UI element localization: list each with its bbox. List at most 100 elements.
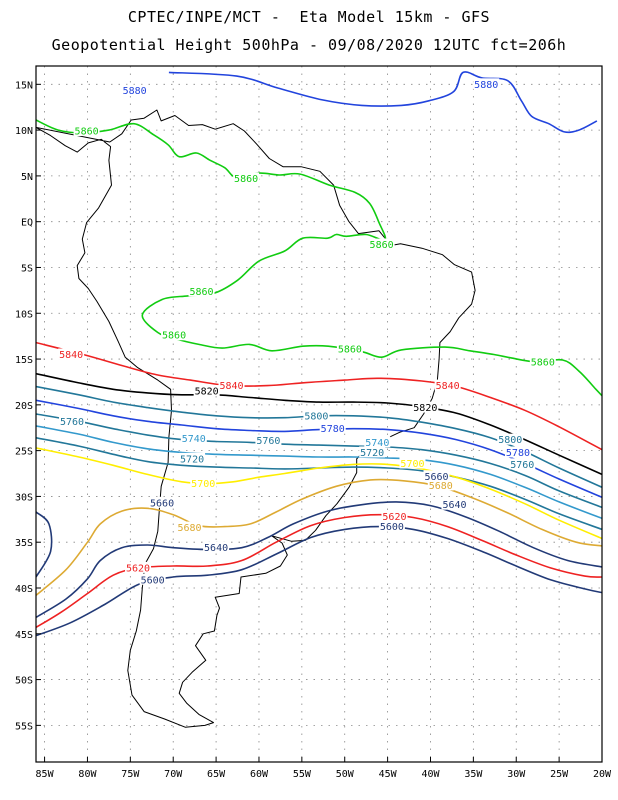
lat-label: 40S: [15, 584, 33, 595]
contour-label-5780: 5780: [321, 424, 345, 435]
lon-label: 70W: [164, 769, 183, 780]
contour-label-bg: [427, 479, 454, 491]
contour-label-bg: [218, 379, 245, 391]
contour-label-5620: 5620: [382, 512, 406, 523]
lon-label: 30W: [507, 769, 526, 780]
contour-label-bg: [73, 125, 100, 137]
lat-label: 5N: [21, 172, 33, 183]
lat-label: 20S: [15, 401, 33, 412]
contour-5660: [36, 511, 53, 578]
contour-5840: [36, 341, 602, 451]
contour-label-5640: 5640: [442, 500, 466, 511]
contour-label-5740: 5740: [182, 434, 206, 445]
contour-label-5700: 5700: [400, 459, 424, 470]
contour-label-bg: [125, 561, 152, 573]
lon-label: 45W: [379, 769, 398, 780]
contour-label-5860: 5860: [162, 331, 186, 342]
contour-label-5720: 5720: [360, 448, 384, 459]
contour-label-bg: [336, 342, 363, 354]
contour-label-5640: 5640: [204, 543, 228, 554]
contour-label-bg: [412, 401, 439, 413]
lon-label: 20W: [593, 769, 612, 780]
contour-label-5820: 5820: [195, 387, 219, 398]
contour-label-bg: [364, 436, 391, 448]
contour-label-bg: [473, 78, 500, 90]
contour-label-5860: 5860: [370, 240, 394, 251]
contour-label-5620: 5620: [126, 563, 150, 574]
contour-label-bg: [180, 432, 207, 444]
contour-label-bg: [399, 457, 426, 469]
contour-label-5820: 5820: [413, 403, 437, 414]
contour-5640: [36, 501, 602, 618]
lon-label: 80W: [78, 769, 97, 780]
lat-label: 15N: [15, 80, 33, 91]
contour-label-bg: [58, 348, 85, 360]
title-line-1: CPTEC/INPE/MCT - Eta Model 15km - GFS: [127, 8, 491, 26]
contour-label-5740: 5740: [365, 438, 389, 449]
contour-label-bg: [441, 498, 468, 510]
contour-label-bg: [434, 379, 461, 391]
contour-label-5760: 5760: [60, 417, 84, 428]
contour-label-bg: [368, 238, 395, 250]
contour-5820: [36, 372, 602, 476]
contour-label-5780: 5780: [506, 448, 530, 459]
contour-label-5760: 5760: [256, 436, 280, 447]
lat-label: 55S: [15, 721, 33, 732]
contour-label-5600: 5600: [380, 522, 404, 533]
contour-label-5680: 5680: [429, 481, 453, 492]
contour-label-bg: [190, 477, 217, 489]
contour-label-bg: [193, 385, 220, 397]
contour-label-bg: [423, 470, 450, 482]
lat-label: 15S: [15, 355, 33, 366]
lon-label: 75W: [121, 769, 140, 780]
contour-label-bg: [509, 458, 536, 470]
latitude-axis: 15N 10N 5N EQ 5S 10S 15S 20S 25S 30S 35S 40S 45S 50S 5…: [15, 80, 41, 732]
lon-label: 50W: [336, 769, 355, 780]
contour-label-5760: 5760: [510, 460, 534, 471]
south-america-coast: [36, 109, 476, 728]
contour-label-5860: 5860: [234, 174, 258, 185]
lon-label: 25W: [550, 769, 569, 780]
title-line-2: Geopotential Height 500hPa - 09/08/2020 …: [51, 36, 567, 54]
contour-label-bg: [497, 433, 524, 445]
contour-label-5800: 5800: [498, 435, 522, 446]
lat-label: 45S: [15, 630, 33, 641]
contour-5680: [36, 478, 602, 596]
contour-label-bg: [161, 329, 188, 341]
contour-label-5840: 5840: [59, 350, 83, 361]
contour-label-bg: [59, 415, 86, 427]
contour-label-bg: [179, 452, 206, 464]
lon-label: 85W: [36, 769, 55, 780]
contour-label-5660: 5660: [424, 472, 448, 483]
coastline: [36, 109, 476, 728]
contour-labels: 5880 5880 5860 5860 5860 5860 5860 5860 5860 5840…: [58, 78, 556, 586]
contour-label-5860: 5860: [75, 127, 99, 138]
contour-5780: [36, 399, 602, 499]
lon-label: 60W: [250, 769, 269, 780]
contour-label-bg: [378, 520, 405, 532]
lon-label: 40W: [421, 769, 440, 780]
longitude-axis: 85W 80W 75W 70W 65W 60W 55W 50W 45W 40W 35W 30W 25W 2…: [36, 757, 612, 780]
contour-label-bg: [233, 172, 260, 184]
lon-label: 35W: [464, 769, 483, 780]
contour-label-bg: [381, 510, 408, 522]
contour-label-bg: [139, 573, 166, 585]
contour-label-bg: [176, 521, 203, 533]
contour-label-5860: 5860: [338, 344, 362, 355]
contour-5700: [36, 447, 602, 540]
contour-5860: [36, 119, 602, 397]
contour-5740: [36, 425, 602, 520]
contour-label-5720: 5720: [180, 454, 204, 465]
contour-label-bg: [149, 496, 176, 508]
contour-label-bg: [359, 446, 386, 458]
lat-label: EQ: [21, 218, 33, 229]
contour-label-bg: [121, 84, 148, 96]
contour-label-5860: 5860: [189, 287, 213, 298]
contour-label-5800: 5800: [304, 411, 328, 422]
contour-lines: [36, 71, 602, 637]
contour-label-5840: 5840: [219, 381, 243, 392]
contour-label-bg: [529, 355, 556, 367]
contour-label-bg: [504, 446, 531, 458]
contour-label-5680: 5680: [177, 523, 201, 534]
